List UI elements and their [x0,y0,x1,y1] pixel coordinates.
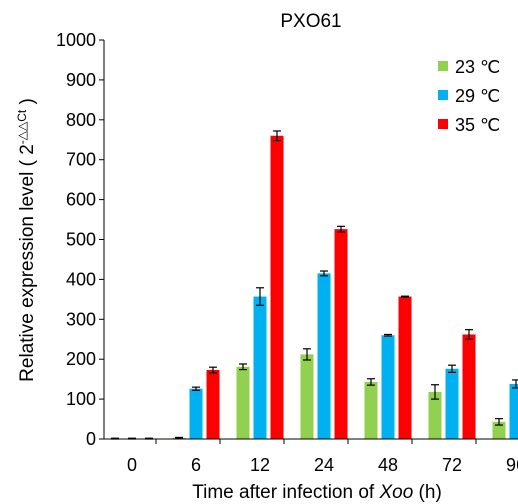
y-axis-ticks: 0 100 200 300 400 500 600 700 800 900 1000 [56,30,104,449]
bar [300,354,314,439]
bar [270,135,284,439]
bar [492,421,506,439]
x-axis-label-italic: Xoo [378,482,413,503]
y-tick-label: 0 [86,429,96,449]
legend-label: 35 ℃ [455,115,500,135]
y-axis-label-prefix: Relative expression level ( 2 [17,144,38,382]
legend-swatch [438,61,448,71]
bar [189,388,203,439]
y-tick-label: 200 [66,349,96,369]
bar-marks [108,135,518,439]
y-tick-label: 700 [66,150,96,170]
x-axis-label-suffix: (h) [413,482,442,503]
y-tick-label: 500 [66,230,96,250]
bar [236,366,250,439]
legend: 23 ℃ 29 ℃ 35 ℃ [438,57,500,135]
legend-label: 23 ℃ [455,57,500,77]
x-tick-label: 48 [378,455,398,475]
bar [253,296,267,439]
bar [445,368,459,439]
x-axis-label: Time after infection of Xoo (h) [192,482,442,503]
legend-swatch [438,90,448,100]
y-axis-label: Relative expression level ( 2-△△Ct ) [15,98,38,382]
y-tick-label: 800 [66,110,96,130]
bar [364,381,378,439]
bar [381,335,395,439]
y-tick-label: 300 [66,309,96,329]
chart-title: PXO61 [280,11,341,32]
y-tick-label: 400 [66,269,96,289]
y-axis-label-suffix: ) [17,98,38,110]
bar [398,296,412,439]
x-axis-label-prefix: Time after infection of [192,482,379,503]
x-tick-label: 72 [442,455,462,475]
legend-label: 29 ℃ [455,86,500,106]
y-tick-label: 900 [66,70,96,90]
x-tick-label: 6 [191,455,201,475]
x-tick-label: 0 [127,455,137,475]
legend-swatch [438,119,448,129]
x-tick-label: 96 [506,455,518,475]
x-axis-ticks: 0 6 12 24 48 72 96 [127,439,518,475]
bar [206,369,220,439]
bar [334,229,348,439]
bar [428,391,442,439]
y-tick-label: 1000 [56,30,96,50]
x-tick-label: 24 [314,455,334,475]
y-tick-label: 600 [66,190,96,210]
y-axis-label-sup: -△△Ct [15,109,29,144]
bar [509,383,518,439]
y-tick-label: 100 [66,389,96,409]
bar [462,334,476,439]
x-tick-label: 12 [250,455,270,475]
bar [317,273,331,439]
